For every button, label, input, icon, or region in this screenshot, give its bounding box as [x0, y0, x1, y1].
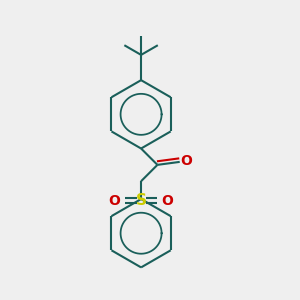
Text: O: O [180, 154, 192, 168]
Text: S: S [136, 193, 147, 208]
Text: O: O [162, 194, 173, 208]
Text: O: O [109, 194, 121, 208]
